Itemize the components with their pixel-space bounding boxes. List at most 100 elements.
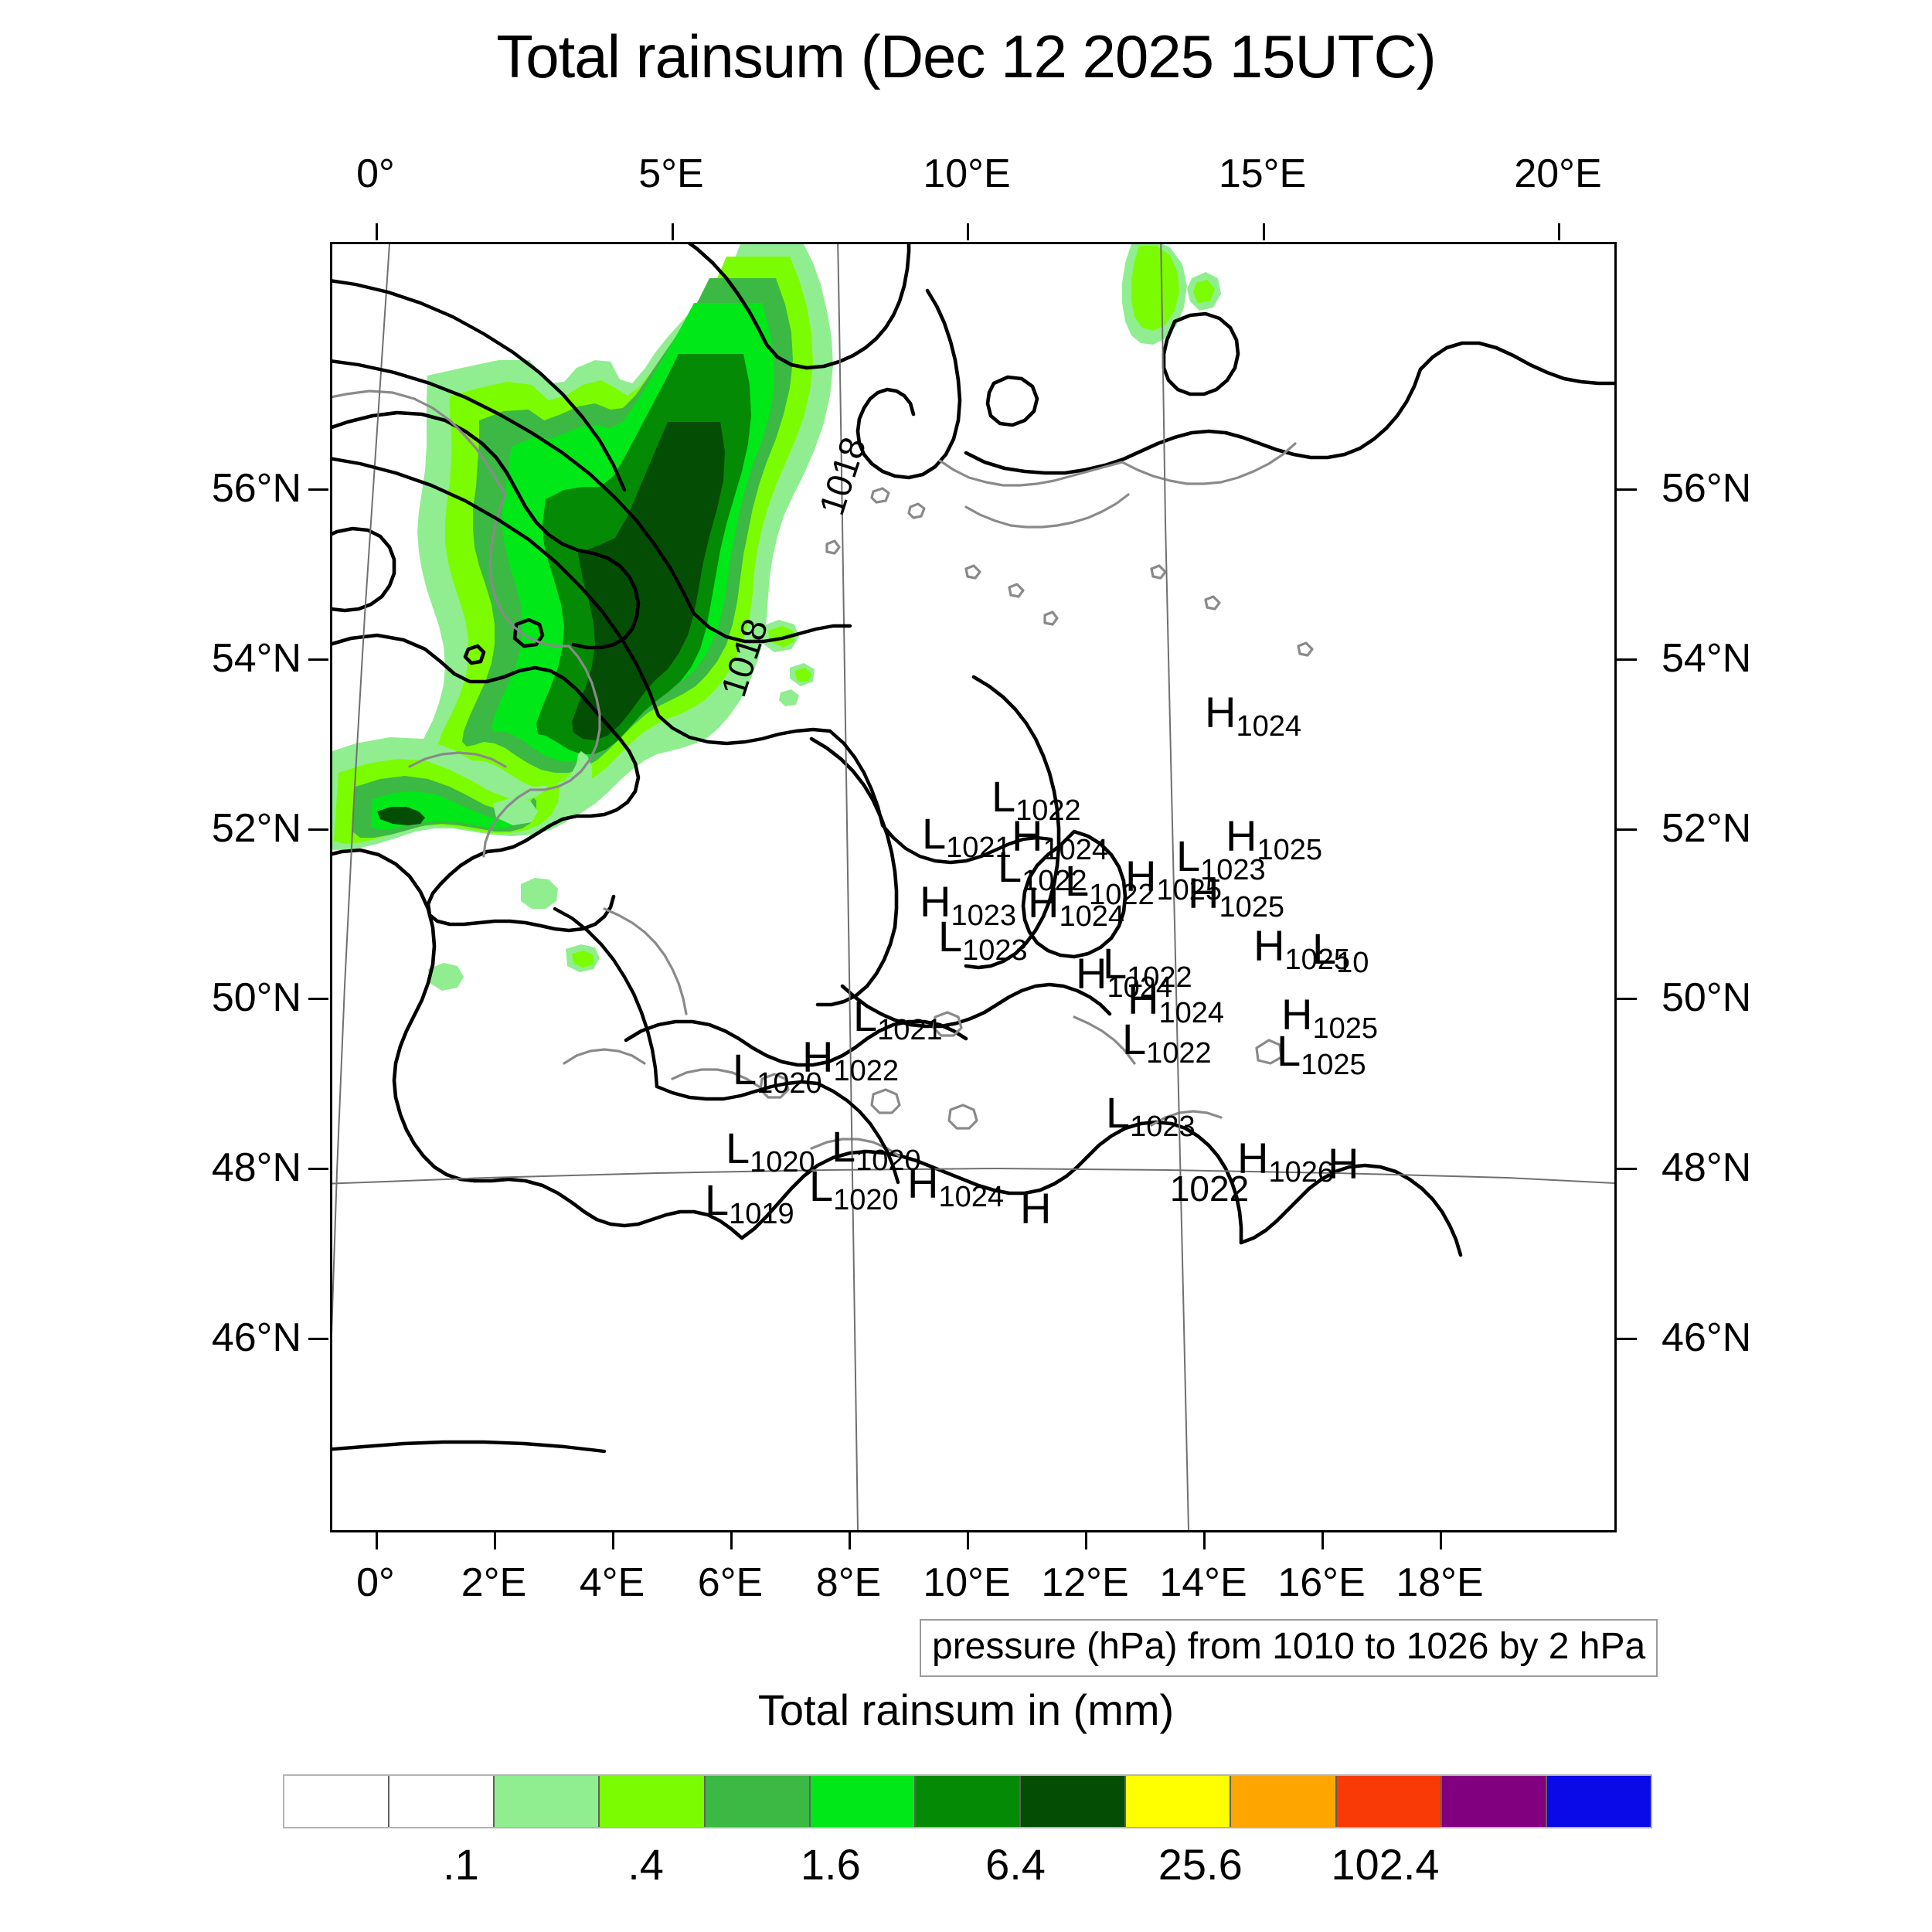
pressure-marker-glyph: L bbox=[726, 1124, 750, 1172]
colorbar-label: 25.6 bbox=[1158, 1840, 1243, 1889]
tick-mark bbox=[1617, 1168, 1637, 1171]
pressure-marker-glyph: L bbox=[809, 1162, 834, 1210]
colorbar-cell[interactable] bbox=[284, 1776, 390, 1827]
pressure-marker-glyph: H bbox=[1281, 990, 1313, 1039]
pressure-marker-value: 1024 bbox=[1043, 834, 1108, 866]
pressure-high-marker: H1024 bbox=[1028, 878, 1124, 932]
pressure-marker-value: 1024 bbox=[938, 1181, 1004, 1213]
tick-mark bbox=[1617, 658, 1637, 661]
pressure-marker-glyph: H bbox=[1012, 811, 1043, 860]
pressure-marker-glyph: H bbox=[1188, 869, 1219, 917]
pressure-marker-glyph: L bbox=[1103, 939, 1128, 988]
pressure-marker-value: 1022 bbox=[1127, 961, 1192, 994]
colorbar-cell[interactable] bbox=[389, 1776, 495, 1827]
bottom-tick-label: 12°E bbox=[1041, 1560, 1129, 1605]
bottom-tick-label: 8°E bbox=[815, 1560, 882, 1605]
pressure-marker-value: 1025 bbox=[1284, 944, 1350, 976]
pressure-marker-glyph: H bbox=[802, 1032, 834, 1081]
pressure-high-marker: H1025 bbox=[1125, 855, 1222, 906]
pressure-high-marker: H1025 bbox=[1226, 815, 1322, 866]
tick-mark bbox=[1085, 1532, 1087, 1549]
pressure-marker-glyph: L bbox=[733, 1045, 757, 1094]
colorbar-cell[interactable] bbox=[1441, 1776, 1547, 1827]
tick-mark bbox=[1321, 1532, 1324, 1549]
colorbar-cell[interactable] bbox=[1021, 1776, 1127, 1827]
tick-mark bbox=[308, 1338, 328, 1340]
pressure-marker-glyph: H bbox=[1253, 921, 1285, 970]
bottom-tick-label: 14°E bbox=[1159, 1560, 1247, 1605]
colorbar-cell[interactable] bbox=[915, 1776, 1022, 1827]
bottom-tick-label: 0° bbox=[356, 1560, 395, 1605]
pressure-low-marker: L1023 bbox=[938, 912, 1028, 966]
pressure-marker-glyph: L bbox=[938, 912, 963, 961]
pressure-marker-value: 1019 bbox=[729, 1198, 794, 1230]
colorbar-cell[interactable] bbox=[1546, 1776, 1651, 1827]
colorbar-label: .1 bbox=[443, 1840, 479, 1889]
colorbar-label: 1.6 bbox=[800, 1840, 861, 1889]
pressure-high-marker: H1024 bbox=[1128, 978, 1224, 1029]
pressure-high-marker: H1023 bbox=[920, 880, 1016, 931]
tick-mark bbox=[849, 1532, 851, 1549]
colorbar-title: Total rainsum in (mm) bbox=[757, 1685, 1175, 1734]
tick-mark bbox=[308, 488, 328, 491]
tick-mark bbox=[730, 1532, 733, 1549]
pressure-low-marker: L1020 bbox=[809, 1162, 899, 1216]
bottom-tick-label: 10°E bbox=[923, 1560, 1011, 1605]
tick-mark bbox=[494, 1532, 496, 1549]
colorbar-cell[interactable] bbox=[495, 1776, 600, 1827]
top-tick-label: 5°E bbox=[638, 151, 704, 196]
pressure-high-marker: H bbox=[1328, 1142, 1359, 1185]
pressure-high-marker: H1026 bbox=[1237, 1134, 1334, 1188]
tick-mark bbox=[1203, 1532, 1206, 1549]
pressure-marker-glyph: H bbox=[1237, 1134, 1269, 1182]
colorbar-cell[interactable] bbox=[810, 1776, 916, 1827]
pressure-marker-value: 1024 bbox=[1236, 710, 1301, 743]
colorbar-icon[interactable] bbox=[283, 1774, 1652, 1828]
left-tick-label: 46°N bbox=[211, 1315, 301, 1360]
pressure-marker-glyph: L bbox=[922, 809, 947, 858]
top-tick-label: 15°E bbox=[1218, 151, 1307, 196]
pressure-marker-glyph: L bbox=[1312, 924, 1337, 973]
pressure-high-marker: H1025 bbox=[1253, 921, 1350, 975]
pressure-low-marker: L1022 bbox=[992, 775, 1081, 826]
pressure-marker-glyph: L bbox=[1106, 1088, 1131, 1137]
bottom-tick-label: 18°E bbox=[1396, 1560, 1484, 1605]
right-tick-label: 50°N bbox=[1662, 975, 1752, 1021]
pressure-marker-value: 1021 bbox=[946, 832, 1012, 864]
pressure-marker-glyph: L bbox=[1122, 1015, 1147, 1063]
pressure-high-marker: H1024 bbox=[907, 1162, 1004, 1213]
pressure-legend: pressure (hPa) from 1010 to 1026 by 2 hP… bbox=[920, 1619, 1658, 1677]
pressure-marker-value: 1022 bbox=[833, 1055, 899, 1087]
left-tick-label: 56°N bbox=[211, 466, 301, 511]
pressure-marker-value: 1022 bbox=[1022, 865, 1087, 897]
pressure-low-marker: L1022 bbox=[998, 845, 1087, 896]
tick-mark bbox=[1262, 223, 1265, 240]
bottom-tick-label: 2°E bbox=[461, 1560, 527, 1605]
pressure-marker-value: 1020 bbox=[750, 1146, 815, 1179]
pressure-low-marker: L1022 bbox=[1103, 939, 1192, 993]
right-tick-label: 52°N bbox=[1662, 805, 1752, 851]
pressure-high-marker: H1025 bbox=[1188, 869, 1284, 923]
pressure-high-marker: H1024 bbox=[1205, 691, 1301, 742]
pressure-marker-glyph: H bbox=[1028, 878, 1060, 927]
pressure-marker-value: 1023 bbox=[951, 900, 1016, 932]
right-tick-label: 56°N bbox=[1662, 466, 1752, 511]
pressure-marker-value: 1020 bbox=[757, 1067, 822, 1100]
colorbar-cell[interactable] bbox=[1126, 1776, 1232, 1827]
page-title: Total rainsum (Dec 12 2025 15UTC) bbox=[496, 22, 1437, 90]
contour-label: 1022 bbox=[1169, 1168, 1250, 1209]
pressure-marker-value: 1020 bbox=[855, 1145, 921, 1177]
pressure-marker-value: 1022 bbox=[1089, 879, 1155, 911]
tick-mark bbox=[308, 998, 328, 1001]
colorbar-cell[interactable] bbox=[600, 1776, 706, 1827]
colorbar-cell[interactable] bbox=[1231, 1776, 1337, 1827]
pressure-marker-value: 1025 bbox=[1257, 834, 1322, 866]
colorbar-cell[interactable] bbox=[705, 1776, 811, 1827]
tick-mark bbox=[671, 223, 674, 240]
pressure-marker-value: 1024 bbox=[1158, 997, 1224, 1029]
map-panel[interactable]: 1018 1018 1022 H1024 L1022 L1021 H1024 H1025 L1… bbox=[330, 242, 1617, 1532]
tick-mark bbox=[308, 828, 328, 831]
top-tick-label: 0° bbox=[356, 151, 395, 196]
pressure-marker-glyph: L bbox=[1065, 856, 1090, 905]
colorbar-cell[interactable] bbox=[1336, 1776, 1442, 1827]
